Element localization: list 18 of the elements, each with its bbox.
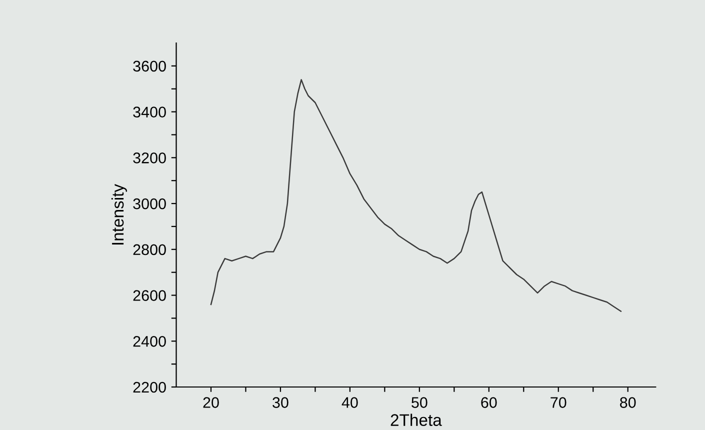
y-tick-label: 2600 xyxy=(133,290,166,301)
y-tick-label: 2800 xyxy=(133,244,166,256)
x-tick-label: 70 xyxy=(550,397,566,408)
x-tick-label: 20 xyxy=(203,397,219,408)
x-tick-label: 40 xyxy=(342,397,358,408)
x-tick-label: 60 xyxy=(481,397,497,408)
y-axis-title: Intensity xyxy=(111,184,127,244)
x-tick-label: 30 xyxy=(272,397,288,408)
x-tick-label: 50 xyxy=(412,397,428,408)
y-tick-label: 3400 xyxy=(133,106,166,118)
y-tick-label: 2200 xyxy=(133,382,166,393)
x-axis-title: 2Theta xyxy=(390,414,442,426)
y-tick-label: 3600 xyxy=(133,60,166,72)
x-tick-label: 80 xyxy=(620,397,636,408)
y-tick-label: 2400 xyxy=(133,336,166,347)
y-tick-label: 3200 xyxy=(133,152,166,164)
line-series xyxy=(210,79,622,312)
y-tick-label: 3000 xyxy=(133,198,166,210)
